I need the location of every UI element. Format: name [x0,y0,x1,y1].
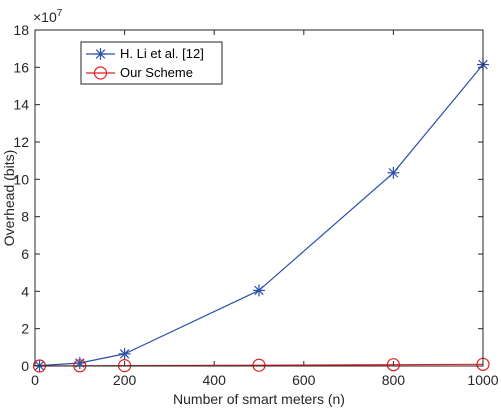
legend-label-1: Our Scheme [120,65,193,80]
y-tick-label: 12 [13,134,29,150]
axis-ticks: 0 200 400 600 800 1000 0 2 4 6 8 10 12 14 16 18 [13,22,498,388]
asterisk-stroke [119,349,130,359]
y-axis-title: Overhead (bits) [1,150,17,246]
legend-label-0: H. Li et al. [12] [120,46,204,61]
y-tick-label: 6 [21,246,29,262]
plot-area [35,30,483,366]
data-point-asterisk [387,166,400,179]
y-tick-label: 16 [13,59,29,75]
y-tick-label: 0 [21,358,29,374]
data-point-asterisk [73,357,86,370]
x-tick-label: 600 [292,372,316,388]
asterisk-stroke [95,49,106,59]
data-point-circle [386,358,400,372]
legend-asterisk [94,48,107,60]
y-exponent-label: ×107 [33,8,63,25]
legend-circle [93,66,108,80]
x-tick-label: 0 [31,372,39,388]
y-tick-label: 4 [21,283,29,299]
plot-frame [34,29,484,367]
y-tick-label: 8 [21,209,29,225]
y-tick-label: 10 [13,171,29,187]
y-tick-label: 2 [21,321,29,337]
legend: H. Li et al. [12] Our Scheme [80,41,223,85]
y-tick-label: 18 [13,22,29,38]
asterisk-stroke [254,285,264,296]
x-axis-title: Number of smart meters (n) [173,391,345,407]
series-line-0 [39,64,484,367]
x-tick-label: 200 [113,372,137,388]
data-point-asterisk [118,347,131,360]
legend-marker-circle [93,66,108,80]
x-tick-label: 1000 [467,372,498,388]
data-point-asterisk [253,284,265,297]
legend-marker-asterisk [94,48,107,60]
data-point-circle [252,358,266,372]
y-tick-label: 14 [13,97,29,113]
x-tick-label: 800 [382,372,406,388]
x-tick-label: 400 [203,372,227,388]
asterisk-stroke [388,168,399,178]
